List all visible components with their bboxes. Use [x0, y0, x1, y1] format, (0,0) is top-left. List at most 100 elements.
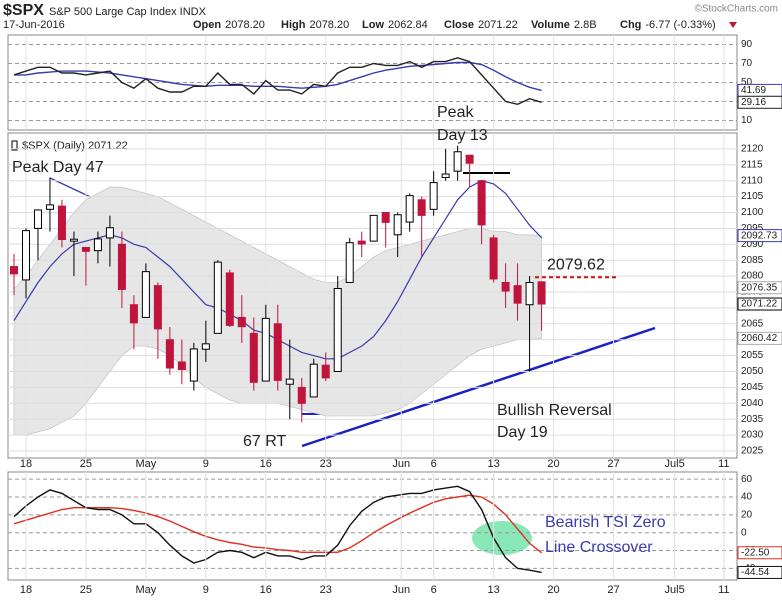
x-tick-label: 13 [487, 458, 499, 470]
series-line [13, 485, 542, 574]
x-tick-label: 20 [547, 458, 559, 470]
candle-body [105, 227, 114, 239]
candle-body [153, 285, 162, 330]
series-line [13, 494, 543, 554]
candle-body [237, 316, 246, 328]
candle-body [285, 378, 294, 385]
stat-value: 2062.84 [388, 19, 428, 31]
end-label-box [737, 229, 782, 243]
y-tick-label: 2095 [741, 223, 764, 234]
candle-body [45, 204, 54, 210]
x-tick-label: 18 [20, 584, 32, 596]
candle-body [21, 230, 30, 281]
candle-body [417, 199, 426, 216]
end-label-box [737, 95, 782, 109]
x-tick-label: 18 [20, 458, 32, 470]
x-tick-label: 16 [260, 584, 272, 596]
x-tick-label: 23 [320, 458, 332, 470]
x-tick-label: 9 [203, 584, 209, 596]
y-tick-label: 2110 [741, 175, 763, 186]
annotation: Day 13 [437, 127, 488, 144]
end-label-box [737, 546, 782, 560]
legend-icon [11, 140, 18, 151]
stat-value: 2078.20 [225, 19, 265, 31]
candle-body [321, 364, 330, 379]
candle-body [309, 363, 318, 398]
candle-body [165, 339, 174, 369]
x-tick-label: 20 [547, 584, 559, 596]
y-tick-label: 2040 [741, 398, 764, 409]
annotation: Bearish TSI Zero [545, 514, 666, 531]
stat-value: 2071.22 [478, 19, 518, 31]
index-name: S&P 500 Large Cap Index INDX [49, 6, 207, 18]
annotation: Peak Day 47 [12, 159, 104, 176]
end-label: -22.50 [741, 547, 770, 558]
stat-label: Low [362, 19, 384, 31]
candle-body [477, 180, 486, 226]
annotation: Day 19 [497, 424, 548, 441]
y-tick-label: 2085 [741, 255, 764, 266]
annotation: Bullish Reversal [497, 402, 612, 419]
candle-body [537, 281, 546, 305]
candle-body [453, 151, 462, 172]
y-tick-label: 2105 [741, 191, 764, 202]
x-tick-label: Jun [392, 584, 410, 596]
x-tick-label: 11 [718, 584, 729, 596]
annotation: Peak [437, 104, 474, 121]
candle-body [213, 261, 222, 334]
y-tick-label: 2035 [741, 414, 764, 425]
end-label: 2076.35 [741, 282, 778, 293]
symbol: $SPX [3, 2, 44, 19]
stat-label: Volume [531, 19, 570, 31]
candle-body [501, 281, 510, 292]
candle-body [441, 173, 450, 179]
y-tick-label: 2030 [741, 430, 764, 441]
x-tick-label: 11 [718, 458, 729, 470]
x-tick-label: 25 [80, 584, 92, 596]
candle-body [513, 285, 522, 304]
y-tick-label: 0 [741, 527, 747, 538]
y-tick-label: 20 [741, 509, 753, 520]
x-tick-label: 25 [80, 458, 92, 470]
stat-label: Chg [620, 19, 641, 31]
candle-body [69, 238, 78, 242]
candle-body [93, 238, 102, 252]
candle-body [189, 348, 198, 382]
stat-value: -6.77 (-0.33%) [645, 19, 715, 31]
y-tick-label: 2065 [741, 318, 764, 329]
x-tick-label: 16 [260, 458, 272, 470]
down-arrow [729, 22, 737, 28]
candle-body [81, 246, 90, 252]
candle-body [357, 240, 366, 245]
candle-body [129, 304, 138, 324]
candle-body [381, 212, 390, 223]
end-label-box [737, 281, 782, 295]
x-tick-label: 23 [320, 584, 332, 596]
end-label: -44.54 [741, 567, 770, 578]
end-label: 2060.42 [741, 333, 778, 344]
date: 17-Jun-2016 [3, 19, 65, 31]
candle-body [333, 288, 342, 373]
y-tick-label: 2120 [741, 144, 764, 155]
x-tick-label: May [135, 458, 156, 470]
x-tick-label: Jun [392, 458, 410, 470]
candle-body [465, 154, 474, 164]
candle-body [225, 272, 234, 326]
x-tick-label: 6 [431, 584, 437, 596]
candle-body [249, 332, 258, 383]
annotation: 2079.62 [547, 257, 605, 274]
annotation: 67 RT [243, 433, 287, 450]
end-label-box [737, 297, 782, 311]
crossover-highlight [472, 521, 532, 555]
stats: Open 2078.20 High 2078.20 Low 2062.84 Close 207… [193, 19, 716, 31]
y-tick-label: 70 [741, 58, 753, 69]
x-tick-label: 13 [487, 584, 499, 596]
x-tick-label: 6 [431, 458, 437, 470]
candle-body [33, 209, 42, 229]
candle-body [201, 343, 210, 350]
end-label-box [737, 331, 782, 345]
stat-value: 2.8B [574, 19, 597, 31]
y-tick-label: 2025 [741, 446, 764, 457]
